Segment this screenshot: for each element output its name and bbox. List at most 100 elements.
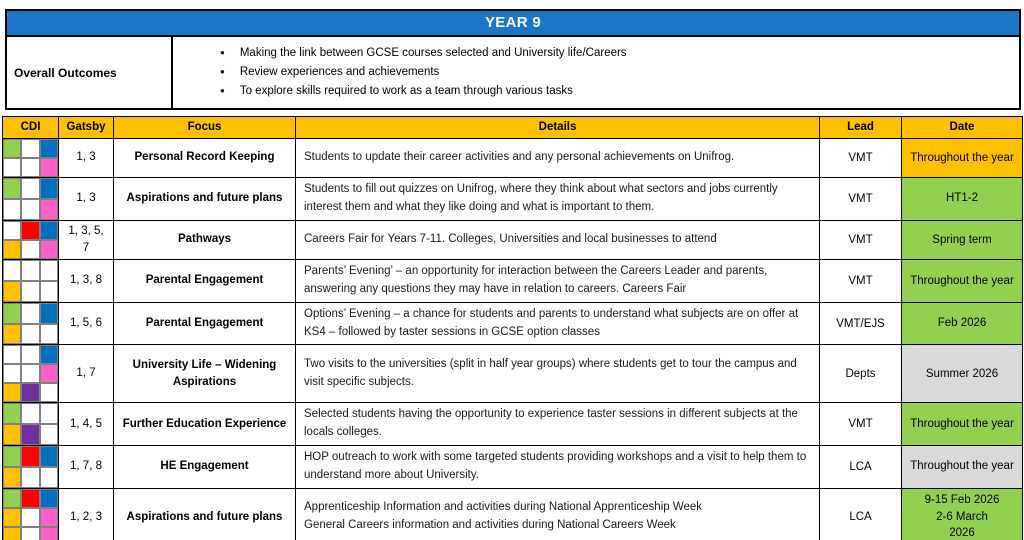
- cdi-square-white: [21, 466, 40, 488]
- details-cell: Students to fill out quizzes on Unifrog,…: [296, 178, 820, 220]
- cdi-square-white: [21, 345, 40, 365]
- cdi-square-white: [21, 139, 40, 158]
- date-cell: Summer 2026: [902, 345, 1022, 403]
- cdi-square-blue: [39, 345, 58, 365]
- column-header-lead: Lead: [820, 117, 902, 138]
- cdi-square-green: [3, 403, 22, 425]
- cdi-square-white: [21, 507, 40, 527]
- date-cell: Throughout the year: [902, 139, 1022, 177]
- cdi-grid: [3, 446, 58, 488]
- year-title-bar: YEAR 9: [7, 11, 1019, 37]
- cdi-grid: [3, 403, 58, 445]
- cdi-square-pink: [39, 364, 58, 384]
- focus-cell: Further Education Experience: [114, 403, 296, 445]
- focus-cell: Parental Engagement: [114, 260, 296, 302]
- cdi-cell: [3, 178, 59, 220]
- gatsby-cell: 1, 7: [59, 345, 114, 403]
- cdi-square-white: [3, 260, 22, 281]
- gatsby-cell: 1, 3: [59, 178, 114, 220]
- overview-table: YEAR 9 Overall Outcomes ● Making the lin…: [5, 9, 1021, 110]
- cdi-grid: [3, 220, 58, 260]
- overall-outcomes-label: Overall Outcomes: [7, 37, 173, 108]
- date-cell: Throughout the year: [902, 260, 1022, 302]
- lead-cell: Depts: [820, 345, 902, 403]
- cdi-square-white: [21, 158, 40, 177]
- overall-outcomes-list: ● Making the link between GCSE courses s…: [173, 37, 1019, 108]
- bullet-icon: ●: [220, 48, 225, 57]
- outcome-text: Review experiences and achievements: [239, 66, 440, 78]
- cdi-square-blue: [39, 139, 58, 158]
- focus-cell: Aspirations and future plans: [114, 488, 296, 540]
- cdi-cell: [3, 220, 59, 260]
- date-cell: HT1-2: [902, 178, 1022, 220]
- cdi-square-white: [39, 466, 58, 488]
- cdi-grid: [3, 345, 58, 403]
- cdi-square-white: [39, 403, 58, 425]
- cdi-square-blue: [39, 446, 58, 467]
- gatsby-cell: 1, 7, 8: [59, 446, 114, 488]
- cdi-square-white: [21, 178, 40, 199]
- table-row: 1, 3 Aspirations and future plans Studen…: [3, 177, 1022, 220]
- date-cell: Spring term: [902, 220, 1022, 260]
- table-row: 1, 3, 5, 7 Pathways Careers Fair for Yea…: [3, 219, 1022, 260]
- focus-cell: Pathways: [114, 220, 296, 260]
- cdi-cell: [3, 488, 59, 540]
- focus-cell: Aspirations and future plans: [114, 178, 296, 220]
- cdi-square-white: [3, 198, 22, 220]
- lead-cell: VMT: [820, 139, 902, 177]
- gatsby-cell: 1, 4, 5: [59, 403, 114, 445]
- table-row: 1, 7 University Life – Widening Aspirati…: [3, 344, 1022, 403]
- date-cell: Feb 2026: [902, 302, 1022, 345]
- cdi-square-purple: [21, 383, 40, 403]
- cdi-square-green: [3, 178, 22, 199]
- overall-outcomes-row: Overall Outcomes ● Making the link betwe…: [7, 37, 1019, 108]
- lead-cell: VMT: [820, 220, 902, 260]
- cdi-square-white: [21, 198, 40, 220]
- cdi-square-orange: [3, 466, 22, 488]
- lead-cell: VMT: [820, 178, 902, 220]
- cdi-square-pink: [39, 198, 58, 220]
- outcome-item: ● Making the link between GCSE courses s…: [220, 44, 1009, 63]
- focus-cell: Parental Engagement: [114, 302, 296, 345]
- cdi-square-green: [3, 488, 22, 508]
- cdi-square-white: [39, 323, 58, 345]
- cdi-square-blue: [39, 178, 58, 199]
- lead-cell: LCA: [820, 488, 902, 540]
- cdi-square-white: [3, 158, 22, 177]
- cdi-square-purple: [21, 424, 40, 445]
- cdi-square-white: [3, 345, 22, 365]
- cdi-cell: [3, 302, 59, 345]
- cdi-square-orange: [3, 280, 22, 302]
- cdi-square-orange: [3, 507, 22, 527]
- cdi-grid: [3, 178, 58, 220]
- cdi-cell: [3, 403, 59, 445]
- table-row: 1, 3, 8 Parental Engagement Parents’ Eve…: [3, 259, 1022, 302]
- table-row: 1, 7, 8 HE Engagement HOP outreach to wo…: [3, 445, 1022, 488]
- careers-table-header: CDI Gatsby Focus Details Lead Date: [3, 117, 1022, 138]
- cdi-square-white: [21, 260, 40, 281]
- cdi-square-white: [39, 280, 58, 302]
- column-header-cdi: CDI: [3, 117, 59, 138]
- cdi-square-orange: [3, 526, 22, 540]
- cdi-square-white: [21, 280, 40, 302]
- cdi-square-red: [21, 446, 40, 467]
- cdi-square-red: [21, 220, 40, 240]
- cdi-square-orange: [3, 383, 22, 403]
- details-cell: Parents’ Evening’ – an opportunity for i…: [296, 260, 820, 302]
- cdi-grid: [3, 260, 58, 302]
- gatsby-cell: 1, 3: [59, 139, 114, 177]
- cdi-square-pink: [39, 158, 58, 177]
- lead-cell: LCA: [820, 446, 902, 488]
- column-header-gatsby: Gatsby: [59, 117, 114, 138]
- gatsby-cell: 1, 3, 5, 7: [59, 220, 114, 260]
- cdi-square-white: [39, 383, 58, 403]
- gatsby-cell: 1, 5, 6: [59, 302, 114, 345]
- cdi-square-green: [3, 446, 22, 467]
- details-cell: Students to update their career activiti…: [296, 139, 820, 177]
- cdi-grid: [3, 488, 58, 540]
- cdi-square-white: [21, 323, 40, 345]
- cdi-cell: [3, 345, 59, 403]
- table-row: 1, 4, 5 Further Education Experience Sel…: [3, 402, 1022, 445]
- cdi-grid: [3, 139, 58, 177]
- cdi-square-white: [3, 364, 22, 384]
